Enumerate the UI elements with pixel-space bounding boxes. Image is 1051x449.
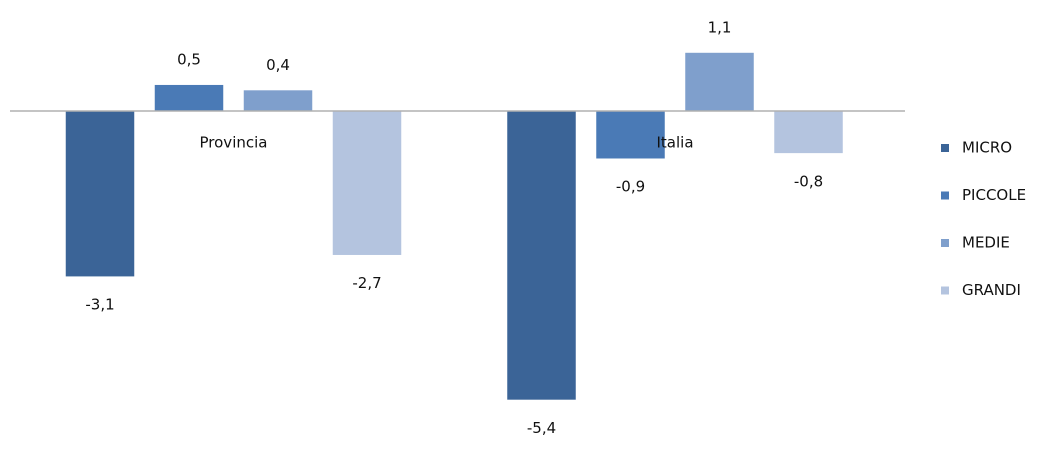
legend-swatch	[941, 239, 949, 247]
bar	[505, 110, 578, 402]
data-label: -0,8	[794, 172, 823, 190]
data-label: 0,4	[266, 56, 290, 74]
bar	[242, 88, 314, 112]
legend-label: PICCOLE	[962, 186, 1026, 204]
legend-label: MEDIE	[962, 234, 1010, 252]
bar	[64, 110, 136, 278]
legend-label: GRANDI	[962, 281, 1021, 299]
bar	[153, 83, 225, 112]
legend-swatch	[941, 286, 949, 295]
data-label: 0,5	[177, 51, 201, 69]
data-label: -2,7	[352, 274, 381, 292]
data-label: 1,1	[708, 19, 732, 37]
data-label: -0,9	[616, 178, 645, 196]
bar	[594, 110, 667, 160]
legend-swatch	[941, 144, 949, 152]
bar	[683, 51, 756, 112]
bar	[772, 110, 845, 155]
legend-label: MICRO	[962, 139, 1012, 157]
legend-swatch	[941, 191, 949, 200]
category-label: Provincia	[200, 134, 268, 152]
data-label: -3,1	[85, 296, 114, 314]
bar	[331, 110, 403, 257]
data-label: -5,4	[527, 419, 556, 437]
category-label: Italia	[656, 134, 693, 152]
